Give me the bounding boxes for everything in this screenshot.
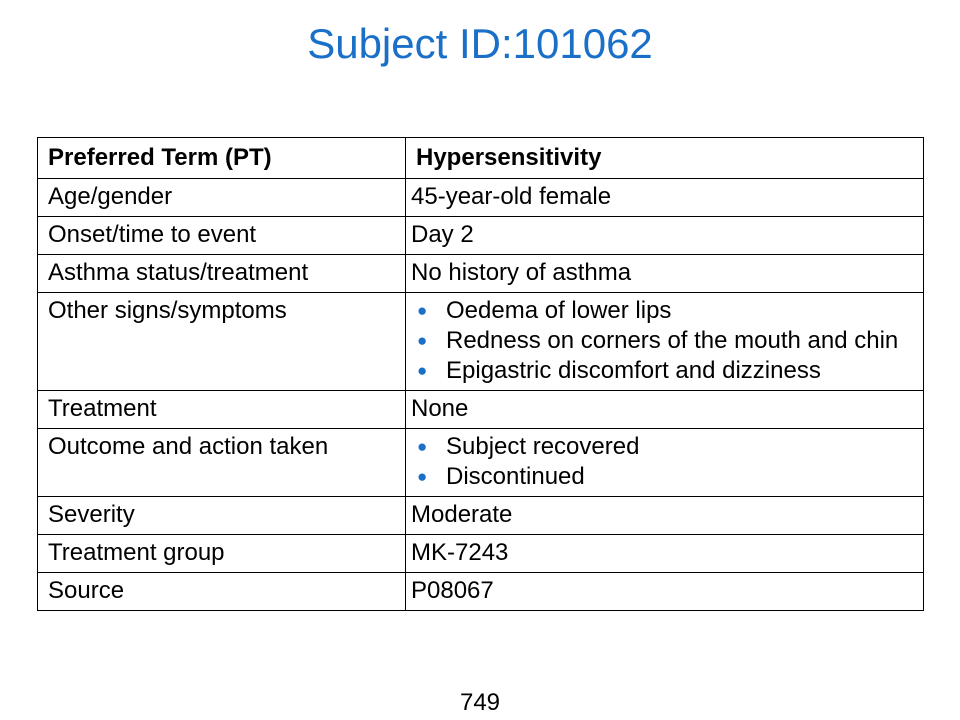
- list-item: ● Subject recovered: [411, 432, 923, 462]
- slide-title: Subject ID:101062: [307, 20, 653, 67]
- row-value: 45-year-old female: [405, 178, 924, 217]
- row-label: Treatment group: [37, 534, 406, 573]
- bullet-icon: ●: [417, 301, 428, 320]
- row-label: Onset/time to event: [37, 216, 406, 255]
- row-value: Moderate: [405, 496, 924, 535]
- table-row: Severity Moderate: [37, 496, 924, 535]
- table-header-row: Preferred Term (PT) Hypersensitivity: [37, 137, 924, 179]
- row-label: Treatment: [37, 390, 406, 429]
- bullet-icon: ●: [417, 361, 428, 380]
- row-label: Severity: [37, 496, 406, 535]
- list-item: ● Discontinued: [411, 462, 923, 492]
- list-item-text: Redness on corners of the mouth and chin: [446, 327, 899, 354]
- table-row: Outcome and action taken ● Subject recove…: [37, 428, 924, 497]
- table-row: Other signs/symptoms ● Oedema of lower li…: [37, 292, 924, 391]
- row-value: MK-7243: [405, 534, 924, 573]
- adverse-event-table: Preferred Term (PT) Hypersensitivity Age…: [37, 137, 924, 611]
- row-value: ● Subject recovered ● Discontinued: [405, 428, 924, 497]
- list-item: ● Oedema of lower lips: [411, 296, 923, 326]
- row-label: Other signs/symptoms: [37, 292, 406, 391]
- table-row: Onset/time to event Day 2: [37, 216, 924, 255]
- row-value: ● Oedema of lower lips ● Redness on corner…: [405, 292, 924, 391]
- outcome-list: ● Subject recovered ● Discontinued: [411, 432, 923, 492]
- bullet-icon: ●: [417, 467, 428, 486]
- list-item: ● Epigastric discomfort and dizziness: [411, 356, 923, 386]
- header-label-cell: Preferred Term (PT): [37, 137, 406, 179]
- list-item-text: Subject recovered: [446, 433, 640, 460]
- row-label: Age/gender: [37, 178, 406, 217]
- list-item: ● Redness on corners of the mouth and chi…: [411, 326, 923, 356]
- list-item-text: Epigastric discomfort and dizziness: [446, 357, 821, 384]
- table-row: Age/gender 45-year-old female: [37, 178, 924, 217]
- row-label: Asthma status/treatment: [37, 254, 406, 293]
- row-label: Outcome and action taken: [37, 428, 406, 497]
- header-value-cell: Hypersensitivity: [405, 137, 924, 179]
- table-row: Source P08067: [37, 572, 924, 611]
- table-row: Treatment group MK-7243: [37, 534, 924, 573]
- table-row: Asthma status/treatment No history of as…: [37, 254, 924, 293]
- symptom-list: ● Oedema of lower lips ● Redness on corner…: [411, 296, 923, 386]
- row-value: P08067: [405, 572, 924, 611]
- row-value: Day 2: [405, 216, 924, 255]
- row-value: None: [405, 390, 924, 429]
- row-value: No history of asthma: [405, 254, 924, 293]
- list-item-text: Discontinued: [446, 463, 585, 490]
- table-row: Treatment None: [37, 390, 924, 429]
- bullet-icon: ●: [417, 331, 428, 350]
- bullet-icon: ●: [417, 437, 428, 456]
- page-number: 749: [459, 689, 501, 716]
- row-label: Source: [37, 572, 406, 611]
- list-item-text: Oedema of lower lips: [446, 297, 672, 324]
